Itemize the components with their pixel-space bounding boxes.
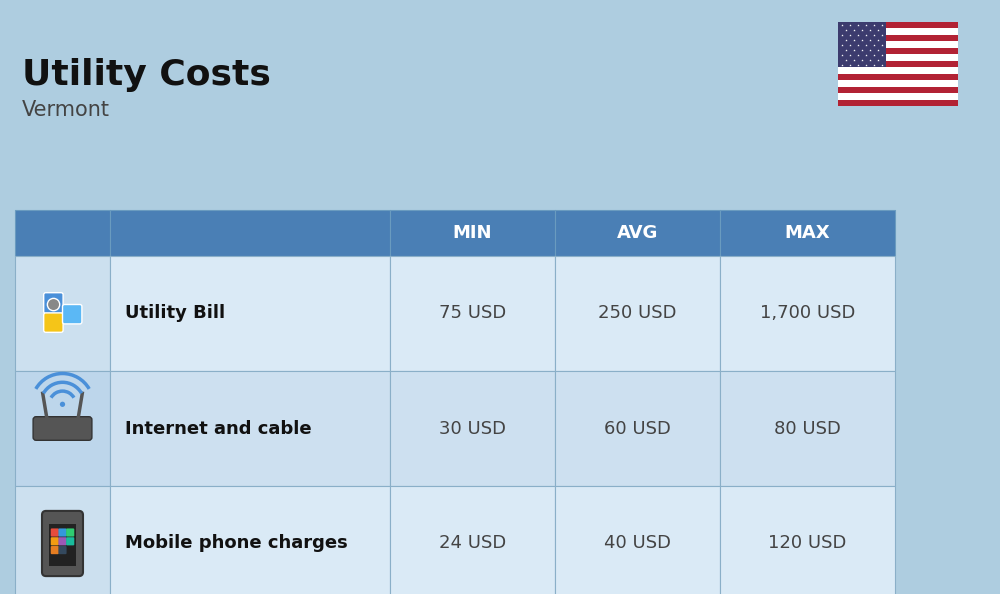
Bar bbox=[838, 74, 958, 80]
Text: MIN: MIN bbox=[453, 224, 492, 242]
Bar bbox=[838, 87, 958, 93]
FancyBboxPatch shape bbox=[33, 417, 92, 440]
Text: 120 USD: 120 USD bbox=[768, 535, 847, 552]
FancyBboxPatch shape bbox=[42, 511, 83, 576]
Bar bbox=[838, 48, 958, 54]
Bar bbox=[838, 54, 958, 61]
Circle shape bbox=[47, 298, 60, 311]
Bar bbox=[838, 42, 958, 48]
Bar bbox=[390, 486, 555, 594]
Bar bbox=[838, 100, 958, 106]
FancyBboxPatch shape bbox=[58, 546, 67, 554]
Text: 250 USD: 250 USD bbox=[598, 305, 677, 323]
FancyBboxPatch shape bbox=[58, 529, 67, 536]
Text: Utility Costs: Utility Costs bbox=[22, 58, 271, 92]
Bar bbox=[15, 371, 110, 486]
Text: AVG: AVG bbox=[617, 224, 658, 242]
Text: MAX: MAX bbox=[785, 224, 830, 242]
Bar bbox=[838, 29, 958, 35]
Bar bbox=[838, 67, 958, 74]
Bar bbox=[110, 210, 390, 256]
Bar bbox=[110, 256, 390, 371]
Text: Utility Bill: Utility Bill bbox=[125, 305, 225, 323]
FancyBboxPatch shape bbox=[66, 529, 74, 536]
Bar bbox=[838, 35, 958, 42]
Bar bbox=[555, 486, 720, 594]
FancyBboxPatch shape bbox=[66, 537, 74, 545]
Bar bbox=[555, 371, 720, 486]
Text: 80 USD: 80 USD bbox=[774, 419, 841, 438]
Bar bbox=[390, 256, 555, 371]
Bar bbox=[720, 256, 895, 371]
FancyBboxPatch shape bbox=[51, 537, 59, 545]
FancyBboxPatch shape bbox=[44, 293, 63, 314]
FancyBboxPatch shape bbox=[49, 524, 76, 565]
Bar bbox=[555, 256, 720, 371]
Text: 1,700 USD: 1,700 USD bbox=[760, 305, 855, 323]
FancyBboxPatch shape bbox=[51, 546, 59, 554]
FancyBboxPatch shape bbox=[62, 305, 82, 324]
Bar bbox=[720, 210, 895, 256]
Bar bbox=[720, 371, 895, 486]
Text: 40 USD: 40 USD bbox=[604, 535, 671, 552]
FancyBboxPatch shape bbox=[58, 537, 67, 545]
Text: Internet and cable: Internet and cable bbox=[125, 419, 312, 438]
FancyBboxPatch shape bbox=[44, 313, 63, 332]
Bar bbox=[15, 210, 110, 256]
Bar bbox=[555, 210, 720, 256]
FancyBboxPatch shape bbox=[51, 529, 59, 536]
Text: Vermont: Vermont bbox=[22, 100, 110, 120]
Bar bbox=[110, 371, 390, 486]
Circle shape bbox=[60, 402, 65, 407]
Bar bbox=[838, 61, 958, 67]
Bar bbox=[838, 22, 886, 67]
Bar bbox=[15, 486, 110, 594]
Text: 24 USD: 24 USD bbox=[439, 535, 506, 552]
Bar bbox=[838, 22, 958, 29]
Bar bbox=[390, 210, 555, 256]
Text: 30 USD: 30 USD bbox=[439, 419, 506, 438]
Bar bbox=[390, 371, 555, 486]
Text: Mobile phone charges: Mobile phone charges bbox=[125, 535, 348, 552]
Text: 75 USD: 75 USD bbox=[439, 305, 506, 323]
Bar bbox=[838, 93, 958, 100]
Bar bbox=[15, 256, 110, 371]
Bar bbox=[110, 486, 390, 594]
Bar bbox=[720, 486, 895, 594]
Text: 60 USD: 60 USD bbox=[604, 419, 671, 438]
Bar bbox=[838, 80, 958, 87]
